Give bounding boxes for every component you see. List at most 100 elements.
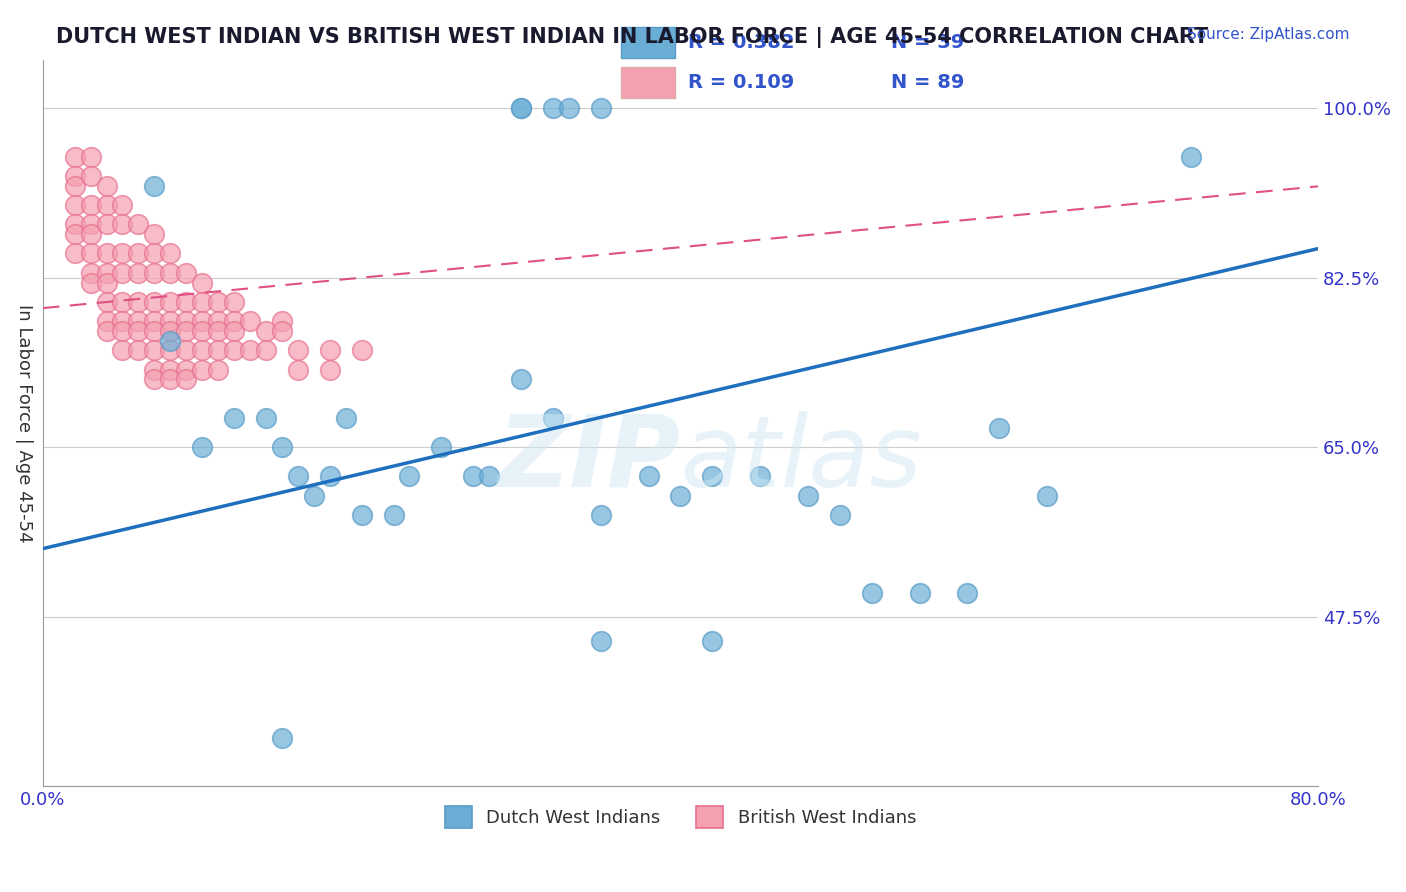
Point xyxy=(79,276,101,290)
Point xyxy=(382,508,405,522)
Point xyxy=(191,314,214,328)
Point xyxy=(222,324,245,338)
Point xyxy=(79,218,101,232)
Point xyxy=(191,276,214,290)
Point xyxy=(191,363,214,377)
Point xyxy=(127,343,149,358)
Point xyxy=(174,372,197,386)
Point xyxy=(79,198,101,212)
Point xyxy=(463,469,485,483)
Point xyxy=(159,334,181,348)
Point xyxy=(79,169,101,183)
Point xyxy=(111,246,134,260)
Point xyxy=(127,324,149,338)
Point xyxy=(860,585,883,599)
Point xyxy=(287,469,309,483)
Point xyxy=(143,372,166,386)
Point xyxy=(96,324,118,338)
Point xyxy=(111,198,134,212)
Point xyxy=(398,469,420,483)
Point xyxy=(111,294,134,309)
Point xyxy=(96,218,118,232)
FancyBboxPatch shape xyxy=(620,67,675,98)
Point xyxy=(430,440,453,454)
Point xyxy=(96,178,118,193)
Point xyxy=(319,363,342,377)
Point xyxy=(510,372,533,386)
Point xyxy=(143,363,166,377)
Point xyxy=(127,246,149,260)
Point xyxy=(143,294,166,309)
Point xyxy=(63,246,86,260)
Point xyxy=(222,314,245,328)
Y-axis label: In Labor Force | Age 45-54: In Labor Force | Age 45-54 xyxy=(15,304,32,542)
Point xyxy=(207,343,229,358)
Point xyxy=(797,489,820,503)
Point xyxy=(174,343,197,358)
Point xyxy=(302,489,325,503)
Point xyxy=(669,489,692,503)
Point xyxy=(96,294,118,309)
Point xyxy=(335,411,357,425)
Point xyxy=(143,314,166,328)
Point xyxy=(988,421,1011,435)
Point xyxy=(159,343,181,358)
Text: Source: ZipAtlas.com: Source: ZipAtlas.com xyxy=(1187,27,1350,42)
Point xyxy=(143,266,166,280)
Point xyxy=(96,246,118,260)
Point xyxy=(271,731,294,745)
Point xyxy=(287,343,309,358)
Point xyxy=(174,266,197,280)
Point xyxy=(79,227,101,241)
Point xyxy=(749,469,772,483)
Point xyxy=(478,469,501,483)
Point xyxy=(287,363,309,377)
Text: atlas: atlas xyxy=(681,411,922,508)
Point xyxy=(143,246,166,260)
Point xyxy=(271,324,294,338)
Point xyxy=(239,314,262,328)
Point xyxy=(222,343,245,358)
Point xyxy=(207,294,229,309)
Point xyxy=(271,440,294,454)
Point xyxy=(111,314,134,328)
Point xyxy=(702,469,724,483)
Point xyxy=(96,276,118,290)
Point xyxy=(127,294,149,309)
Point xyxy=(96,266,118,280)
Point xyxy=(63,149,86,163)
Point xyxy=(63,227,86,241)
Point xyxy=(159,363,181,377)
Text: R = 0.109: R = 0.109 xyxy=(688,73,794,93)
Point xyxy=(159,266,181,280)
Point xyxy=(79,149,101,163)
Point xyxy=(956,585,979,599)
Point xyxy=(207,363,229,377)
Text: N = 89: N = 89 xyxy=(890,73,965,93)
Point xyxy=(207,314,229,328)
Point xyxy=(828,508,851,522)
Point xyxy=(63,178,86,193)
Point xyxy=(111,324,134,338)
Point xyxy=(271,314,294,328)
Point xyxy=(589,634,612,648)
Point xyxy=(143,343,166,358)
Point xyxy=(541,411,564,425)
Point xyxy=(350,508,373,522)
Point xyxy=(174,363,197,377)
Point xyxy=(159,324,181,338)
Point xyxy=(127,266,149,280)
Point xyxy=(222,294,245,309)
Point xyxy=(222,411,245,425)
Point xyxy=(174,324,197,338)
Point xyxy=(143,324,166,338)
Point xyxy=(558,101,581,115)
Point xyxy=(159,246,181,260)
Point xyxy=(63,218,86,232)
Point xyxy=(143,227,166,241)
Point xyxy=(589,508,612,522)
Point xyxy=(254,343,277,358)
Point xyxy=(207,324,229,338)
Text: R = 0.382: R = 0.382 xyxy=(688,33,794,53)
Text: DUTCH WEST INDIAN VS BRITISH WEST INDIAN IN LABOR FORCE | AGE 45-54 CORRELATION : DUTCH WEST INDIAN VS BRITISH WEST INDIAN… xyxy=(56,27,1209,48)
